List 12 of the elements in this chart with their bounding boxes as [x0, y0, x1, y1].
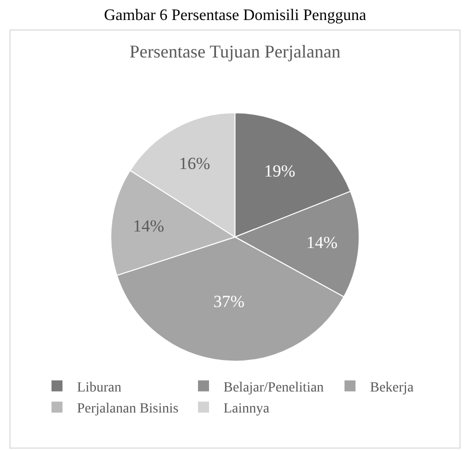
data-label: 19% [264, 162, 296, 181]
chart-title: Persentase Tujuan Perjalanan [130, 42, 340, 62]
data-label: 16% [179, 154, 210, 174]
text: Gambar 6 Persentase Domisili Pengguna [104, 7, 366, 24]
data-label: 14% [306, 232, 338, 252]
data-label: 37% [213, 292, 244, 311]
legend-label: Lainnya [224, 402, 270, 417]
data-label: 14% [132, 216, 164, 236]
legend-label: Perjalanan Bisinis [77, 402, 178, 417]
legend-label: Liburan [77, 380, 122, 396]
legend-label: Belajar/Penelitian [224, 380, 324, 396]
legend-label: Bekerja [370, 380, 414, 396]
